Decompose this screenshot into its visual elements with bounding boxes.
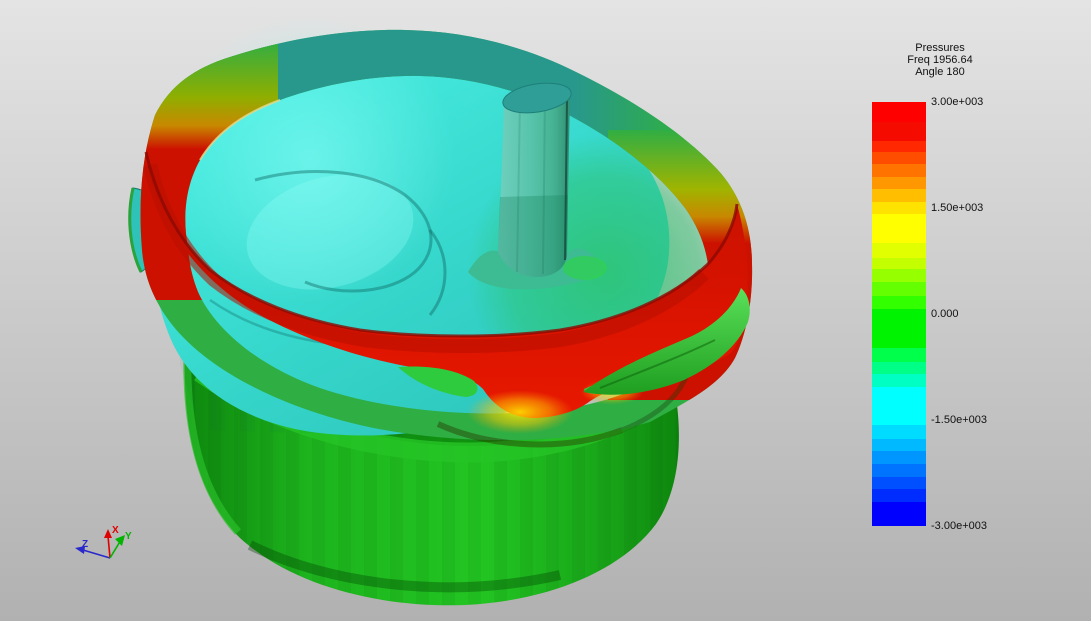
z-axis-label: Z (82, 539, 88, 550)
drum-facets (184, 330, 679, 606)
z-axis-arrow (75, 546, 85, 554)
axis-triad: X Y Z (75, 525, 132, 559)
cylinder-cap (502, 82, 572, 114)
cylinder-facet-line-2 (542, 98, 546, 275)
z-axis-line (82, 549, 111, 559)
right-green-lip (583, 288, 750, 395)
mound-highlight (246, 174, 414, 290)
center-cylinder (468, 82, 607, 290)
x-axis-line (107, 535, 111, 559)
x-axis-arrow (104, 529, 112, 538)
cylinder-right-edge (564, 99, 568, 261)
yellow-glow-main (452, 384, 588, 440)
red-band-top-shade (143, 163, 709, 353)
cylinder-lower-shade (498, 195, 568, 277)
overhang-green-edge (128, 187, 143, 273)
rim-inner-edge-highlight (199, 99, 281, 161)
shadow-under-glow (436, 421, 624, 448)
cylinder-body (498, 97, 570, 277)
drum-bottom-shade (247, 540, 562, 593)
cylinder-facet-line-1 (516, 99, 521, 273)
lip-body (583, 288, 750, 395)
y-axis-label: Y (125, 531, 132, 542)
x-axis-label: X (112, 525, 119, 536)
green-tongue-left (398, 366, 478, 397)
fluid-crease-3 (428, 229, 447, 316)
fluid-crease-1 (254, 170, 433, 293)
red-band-body (146, 152, 748, 418)
y-axis-arrow (115, 535, 125, 546)
red-band-top-edge (144, 151, 739, 338)
lip-crease (599, 339, 716, 389)
cylinder-flare-bright (563, 256, 607, 280)
